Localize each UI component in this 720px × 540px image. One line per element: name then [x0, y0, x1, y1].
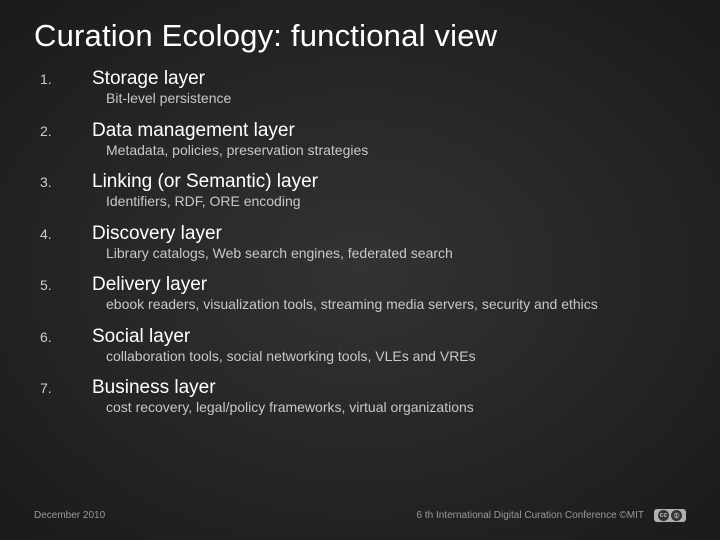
item-title: Business layer — [92, 377, 216, 399]
item-number: 6. — [40, 329, 92, 345]
item-number: 5. — [40, 277, 92, 293]
item-subtitle: Library catalogs, Web search engines, fe… — [106, 245, 686, 263]
item-number: 1. — [40, 71, 92, 87]
item-number: 3. — [40, 174, 92, 190]
item-subtitle: cost recovery, legal/policy frameworks, … — [106, 399, 686, 417]
item-subtitle: collaboration tools, social networking t… — [106, 348, 686, 366]
footer-right: 6 th International Digital Curation Conf… — [417, 509, 686, 522]
item-title: Delivery layer — [92, 274, 207, 296]
list-item: 6. Social layer collaboration tools, soc… — [40, 326, 686, 366]
slide-title: Curation Ecology: functional view — [34, 18, 686, 54]
item-number: 7. — [40, 380, 92, 396]
item-title: Discovery layer — [92, 223, 222, 245]
footer-conference: 6 th International Digital Curation Conf… — [417, 510, 644, 521]
item-number: 2. — [40, 123, 92, 139]
list-item: 2. Data management layer Metadata, polic… — [40, 120, 686, 160]
item-title: Social layer — [92, 326, 190, 348]
list-item: 1. Storage layer Bit-level persistence — [40, 68, 686, 108]
slide: Curation Ecology: functional view 1. Sto… — [0, 0, 720, 540]
item-subtitle: ebook readers, visualization tools, stre… — [106, 296, 686, 314]
list-item: 3. Linking (or Semantic) layer Identifie… — [40, 171, 686, 211]
item-subtitle: Metadata, policies, preservation strateg… — [106, 142, 686, 160]
slide-footer: December 2010 6 th International Digital… — [34, 509, 686, 522]
item-title: Data management layer — [92, 120, 295, 142]
cc-license-icon: cc ① — [654, 509, 686, 522]
item-subtitle: Identifiers, RDF, ORE encoding — [106, 193, 686, 211]
item-number: 4. — [40, 226, 92, 242]
footer-date: December 2010 — [34, 510, 105, 521]
item-title: Linking (or Semantic) layer — [92, 171, 318, 193]
item-title: Storage layer — [92, 68, 205, 90]
list-item: 7. Business layer cost recovery, legal/p… — [40, 377, 686, 417]
layer-list: 1. Storage layer Bit-level persistence 2… — [34, 68, 686, 417]
item-subtitle: Bit-level persistence — [106, 90, 686, 108]
list-item: 4. Discovery layer Library catalogs, Web… — [40, 223, 686, 263]
list-item: 5. Delivery layer ebook readers, visuali… — [40, 274, 686, 314]
